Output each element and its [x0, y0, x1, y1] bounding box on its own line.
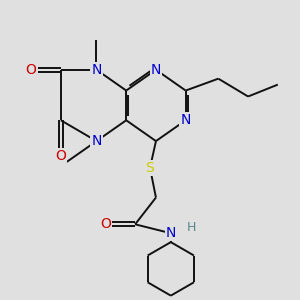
Text: H: H: [187, 221, 196, 234]
Text: N: N: [91, 134, 102, 148]
Text: N: N: [151, 63, 161, 77]
Text: O: O: [100, 217, 111, 231]
Text: O: O: [56, 149, 66, 163]
Text: N: N: [166, 226, 176, 240]
Text: S: S: [146, 161, 154, 175]
Text: N: N: [91, 63, 102, 77]
Text: N: N: [181, 113, 191, 127]
Text: O: O: [26, 63, 37, 77]
